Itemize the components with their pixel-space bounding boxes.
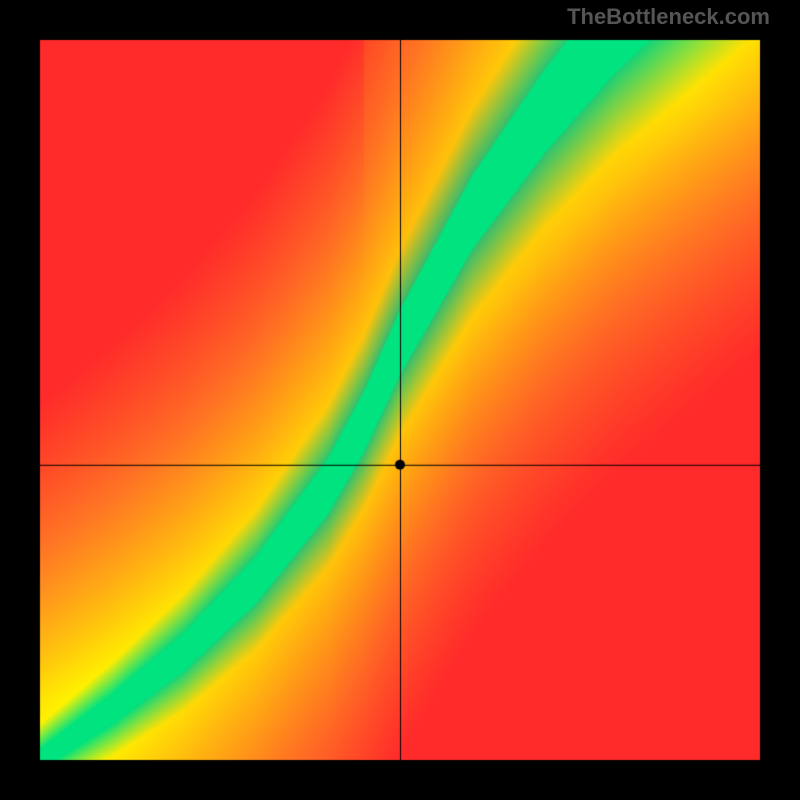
- chart-container: TheBottleneck.com: [0, 0, 800, 800]
- watermark-text: TheBottleneck.com: [567, 4, 770, 30]
- bottleneck-heatmap: [0, 0, 800, 800]
